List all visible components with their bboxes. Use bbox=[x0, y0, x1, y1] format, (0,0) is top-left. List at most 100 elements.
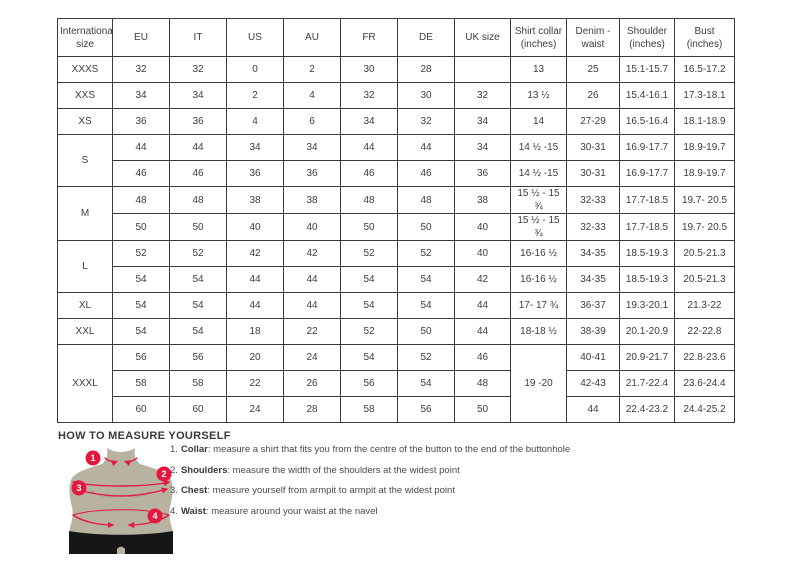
shirt-collar-cell: 19 -20 bbox=[510, 344, 567, 423]
chest-measure-arrow bbox=[120, 487, 169, 497]
table-cell: 34 bbox=[226, 134, 284, 161]
shirt-collar-cell: 14 bbox=[510, 108, 567, 135]
table-cell: 44 bbox=[169, 134, 227, 161]
table-cell bbox=[454, 56, 511, 83]
figure-marker-3 bbox=[71, 480, 87, 496]
table-cell: 18.1-18.9 bbox=[674, 108, 735, 135]
table-cell: 15.4-16.1 bbox=[619, 82, 675, 109]
table-row: XXXL 56 56 20 24 54 52 46 19 -20 40-41 20.9-21.7 22… bbox=[57, 344, 735, 423]
table-cell: 20.9-21.7 bbox=[619, 344, 675, 371]
table-cell: 56 bbox=[169, 344, 227, 371]
table-cell: 36 bbox=[226, 160, 284, 187]
step-number: 3. bbox=[170, 485, 178, 496]
table-cell: 20.5-21.3 bbox=[674, 266, 735, 293]
table-cell: 30 bbox=[397, 82, 455, 109]
measure-guide-title: HOW TO MEASURE YOURSELF bbox=[58, 430, 231, 442]
table-cell: 15.1-15.7 bbox=[619, 56, 675, 83]
table-cell: 36-37 bbox=[566, 292, 620, 319]
table-row: M 48 48 38 38 48 48 38 15 ½ - 15 ¾ 32-33 17.7-18.5… bbox=[57, 186, 735, 241]
measure-step-chest: 3. Chest: measure yourself from armpit to… bbox=[170, 485, 570, 497]
table-cell: 50 bbox=[454, 396, 511, 423]
table-cell: 32 bbox=[112, 56, 170, 83]
step-label: Chest bbox=[180, 485, 208, 496]
shirt-collar-cell: 14 ½ -15 bbox=[510, 160, 567, 187]
figure-marker-4 bbox=[147, 508, 163, 524]
shirt-collar-cell: 16-16 ½ bbox=[510, 266, 567, 293]
table-cell: 34 bbox=[454, 108, 511, 135]
column-header-shoulder: Shoulder (inches) bbox=[619, 18, 675, 57]
table-cell: 52 bbox=[397, 344, 455, 371]
table-cell: 32-33 bbox=[566, 213, 620, 241]
table-cell: 50 bbox=[340, 213, 398, 241]
mannequin-shorts bbox=[69, 531, 173, 554]
table-cell: 34-35 bbox=[566, 266, 620, 293]
table-cell: 44 bbox=[566, 396, 620, 423]
shirt-collar-cell: 18-18 ½ bbox=[510, 318, 567, 345]
measure-step-waist: 4. Waist: measure around your waist at th… bbox=[170, 506, 570, 518]
table-cell: 60 bbox=[112, 396, 170, 423]
column-header-us: US bbox=[226, 18, 284, 57]
table-cell: 44 bbox=[340, 134, 398, 161]
table-cell: 17.7-18.5 bbox=[619, 186, 675, 214]
shirt-collar-cell: 15 ½ - 15 ¾ bbox=[510, 186, 567, 214]
table-cell: 38 bbox=[454, 186, 511, 214]
table-cell: 24 bbox=[226, 396, 284, 423]
step-text: : measure the width of the shoulders at … bbox=[227, 464, 460, 476]
shirt-collar-cell: 13 ½ bbox=[510, 82, 567, 109]
table-cell: 44 bbox=[112, 134, 170, 161]
figure-marker-1 bbox=[85, 450, 101, 466]
waist-measure-arrow bbox=[72, 514, 115, 529]
table-cell: 4 bbox=[226, 108, 284, 135]
table-cell: 46 bbox=[112, 160, 170, 187]
shoulders-measure-arrow bbox=[120, 480, 171, 487]
table-cell: 40-41 bbox=[566, 344, 620, 371]
table-cell: 50 bbox=[112, 213, 170, 241]
table-cell: 36 bbox=[454, 160, 511, 187]
table-row: XXL 54 54 18 22 52 50 44 18-18 ½ 38-39 20.1-20.9 22… bbox=[57, 318, 735, 345]
international-size-cell: XL bbox=[57, 292, 113, 319]
table-cell: 34 bbox=[169, 82, 227, 109]
table-cell: 44 bbox=[283, 266, 341, 293]
table-row: XL 54 54 44 44 54 54 44 17- 17 ¾ 36-37 19.3-20.1 21… bbox=[57, 292, 735, 319]
collar-measure-arrow bbox=[124, 457, 138, 467]
table-cell: 28 bbox=[397, 56, 455, 83]
table-cell: 24.4-25.2 bbox=[674, 396, 735, 423]
column-header-international-size: International size bbox=[57, 18, 113, 57]
table-cell: 0 bbox=[226, 56, 284, 83]
table-row: 58 58 22 26 56 54 48 42-43 21.7-22.4 23.6-24.4 bbox=[58, 370, 735, 397]
table-cell: 48 bbox=[169, 186, 227, 214]
measure-steps-list: 1. Collar: measure a shirt that fits you … bbox=[170, 444, 570, 526]
table-cell: 19.3-20.1 bbox=[619, 292, 675, 319]
collar-measure-arrow bbox=[104, 457, 118, 467]
figure-marker-3-label: 3 bbox=[76, 483, 81, 493]
step-number: 4. bbox=[170, 505, 178, 517]
table-cell: 32 bbox=[340, 82, 398, 109]
shirt-collar-cell: 13 bbox=[510, 56, 567, 83]
table-row: S 44 44 34 34 44 44 34 14 ½ -15 30-31 16.9-17.7 18.… bbox=[57, 134, 735, 187]
table-cell: 30 bbox=[340, 56, 398, 83]
table-cell: 16.5-16.4 bbox=[619, 108, 675, 135]
shirt-collar-cell: 14 ½ -15 bbox=[510, 134, 567, 161]
table-row: XXXS 32 32 0 2 30 28 13 25 15.1-15.7 16.5-17.2 bbox=[57, 56, 735, 83]
table-cell: 50 bbox=[397, 318, 455, 345]
table-cell: 18.5-19.3 bbox=[619, 266, 675, 293]
table-row: XXS 34 34 2 4 32 30 32 13 ½ 26 15.4-16.1 17.3-18.1 bbox=[57, 82, 735, 109]
table-cell: 52 bbox=[112, 240, 170, 267]
international-size-cell: S bbox=[57, 134, 113, 187]
table-row: 50 50 40 40 50 50 40 15 ½ - 15 ¾ 32-33 17.7-18.5 1… bbox=[58, 213, 735, 241]
table-cell: 36 bbox=[112, 108, 170, 135]
international-size-cell: L bbox=[57, 240, 113, 293]
step-label: Waist bbox=[180, 505, 206, 517]
table-cell: 42 bbox=[226, 240, 284, 267]
table-cell: 44 bbox=[454, 292, 511, 319]
table-cell: 21.3-22 bbox=[674, 292, 735, 319]
table-cell: 50 bbox=[397, 213, 455, 241]
column-header-bust: Bust (inches) bbox=[674, 18, 735, 57]
table-cell: 6 bbox=[283, 108, 341, 135]
size-chart-table: International size EU IT US AU FR DE UK size Shi… bbox=[57, 18, 735, 423]
column-header-it: IT bbox=[169, 18, 227, 57]
table-cell: 46 bbox=[454, 344, 511, 371]
table-cell: 38-39 bbox=[566, 318, 620, 345]
table-cell: 36 bbox=[283, 160, 341, 187]
table-cell: 46 bbox=[169, 160, 227, 187]
